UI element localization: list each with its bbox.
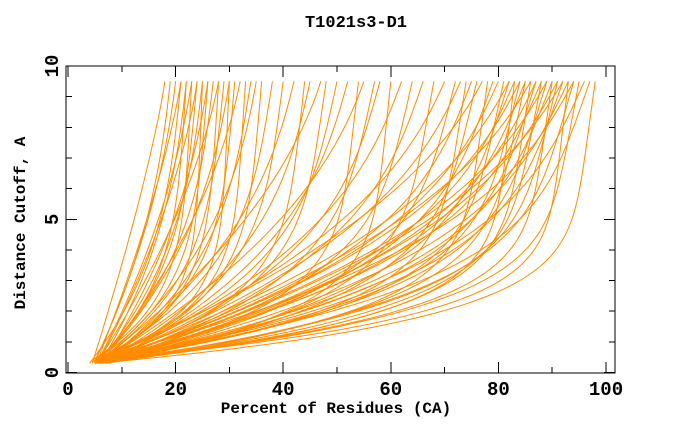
model-curve [108,81,585,364]
model-curve [94,81,225,364]
y-tick-label: 10 [42,55,64,78]
x-tick-label: 20 [164,379,187,401]
model-curve [102,81,542,360]
model-curve [97,81,483,360]
x-tick-label: 40 [272,379,295,401]
model-curve [100,81,548,364]
model-curve [100,81,295,364]
model-curve [91,81,203,363]
model-curve [102,81,580,363]
model-curve [100,81,591,361]
model-curve [97,81,462,364]
model-curve [97,81,284,363]
x-tick-label: 80 [487,379,510,401]
model-curve [99,81,198,359]
model-curves [89,81,596,364]
model-curve [105,81,349,364]
tick-labels: 0 20 40 60 80 100 0 5 10 [42,55,623,401]
model-curve [97,81,203,364]
model-curve [100,81,510,361]
model-curve [102,81,252,363]
model-curve [91,81,193,361]
model-curve [102,81,311,363]
model-curve [97,81,236,363]
x-tick-label: 60 [379,379,402,401]
model-curve [97,81,575,360]
model-curve [113,81,596,363]
model-curve [100,81,575,364]
model-curve [102,81,564,364]
model-curve [100,81,263,361]
model-curve [97,81,193,363]
model-curve [100,81,327,360]
model-curve [95,81,230,362]
model-curve [97,81,532,364]
model-curve [108,81,537,363]
model-curve [93,81,171,363]
model-curve [91,81,166,364]
y-tick-label: 0 [42,367,64,378]
model-curve [100,81,365,363]
x-axis-label: Percent of Residues (CA) [220,400,452,418]
model-curve [97,81,521,360]
model-curve [97,81,392,363]
y-axis-label: Distance Cutoff, A [12,136,30,310]
plot-frame [65,65,616,374]
model-curve [100,81,521,363]
x-tick-label: 0 [62,379,73,401]
model-curve [94,81,338,363]
model-curve [102,81,532,363]
model-curve [100,81,559,364]
x-tick-label: 100 [589,379,623,401]
model-curve [97,81,548,363]
model-curve [97,81,257,364]
model-curve [105,81,569,363]
model-curve [102,81,515,364]
model-curve [99,81,241,364]
model-curve [97,81,322,364]
model-curve [97,81,553,363]
model-curve [97,81,220,363]
y-tick-label: 5 [42,214,64,225]
chart-title: T1021s3-D1 [304,14,408,33]
model-curve [97,81,182,361]
